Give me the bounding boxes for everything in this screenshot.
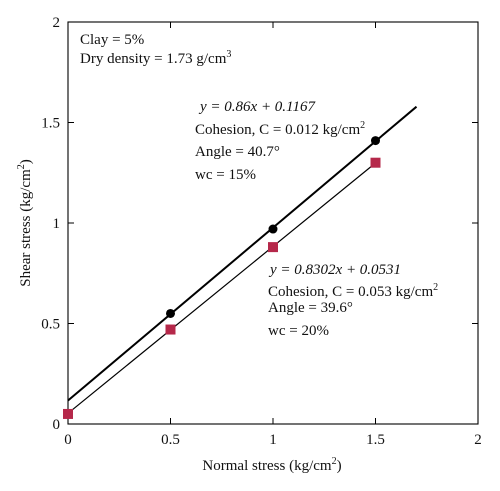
y-tick-label: 0.5: [41, 317, 60, 333]
series1-cohesion-text: Cohesion, C = 0.012 kg/cm: [195, 122, 360, 138]
x-axis-label-sup: 2: [332, 456, 337, 467]
fit-line-series-1: [67, 105, 418, 402]
x-tick-label: 1: [269, 432, 277, 448]
y-axis-label-text: Shear stress (kg/cm: [18, 169, 34, 287]
y-axis-label-end: ): [18, 159, 34, 164]
series1-wc: wc = 15%: [195, 167, 256, 183]
axis-ticks: 0 0.5 1 1.5 2 0 0.5 1 1.5 2: [41, 15, 482, 448]
data-point-series-2: [165, 324, 176, 335]
series2-cohesion-text: Cohesion, C = 0.053 kg/cm: [268, 284, 433, 300]
series1-angle: Angle = 40.7°: [195, 144, 280, 160]
y-tick-label: 0: [53, 417, 61, 433]
data-point-series-1: [371, 136, 380, 146]
y-tick-label: 1.5: [41, 116, 60, 132]
x-tick-label: 0.5: [161, 432, 180, 448]
fit-lines: [67, 105, 418, 414]
x-tick-label: 1.5: [366, 432, 385, 448]
x-axis-label-text: Normal stress (kg/cm: [202, 458, 331, 474]
x-axis-label: Normal stress (kg/cm2): [202, 456, 341, 474]
data-point-series-1: [166, 308, 175, 318]
dry-density-note: Dry density = 1.73 g/cm3: [80, 49, 231, 67]
series1-cohesion: Cohesion, C = 0.012 kg/cm2: [195, 120, 365, 138]
y-axis-label: Shear stress (kg/cm2): [16, 159, 34, 286]
series2-angle: Angle = 39.6°: [268, 300, 353, 316]
data-point-series-1: [268, 224, 278, 234]
data-point-series-2: [370, 157, 381, 168]
y-tick-label: 2: [53, 15, 61, 31]
data-points: [63, 136, 381, 419]
x-axis-label-end: ): [337, 458, 342, 474]
y-axis-label-sup: 2: [16, 164, 27, 169]
y-tick-label: 1: [53, 216, 61, 232]
x-tick-label: 0: [64, 432, 72, 448]
fit-line-series-2: [67, 162, 376, 414]
data-point-series-2: [268, 242, 278, 253]
data-point-series-2: [63, 408, 73, 419]
series2-cohesion: Cohesion, C = 0.053 kg/cm2: [268, 282, 438, 300]
series2-equation: y = 0.8302x + 0.0531: [268, 262, 401, 278]
x-tick-label: 2: [474, 432, 482, 448]
series1-equation: y = 0.86x + 0.1167: [198, 99, 316, 115]
clay-note: Clay = 5%: [80, 32, 144, 48]
series2-cohesion-sup: 2: [433, 282, 438, 293]
series1-cohesion-sup: 2: [360, 120, 365, 131]
dry-density-sup: 3: [226, 49, 231, 60]
dry-density-text: Dry density = 1.73 g/cm: [80, 51, 227, 67]
series2-wc: wc = 20%: [268, 323, 329, 339]
